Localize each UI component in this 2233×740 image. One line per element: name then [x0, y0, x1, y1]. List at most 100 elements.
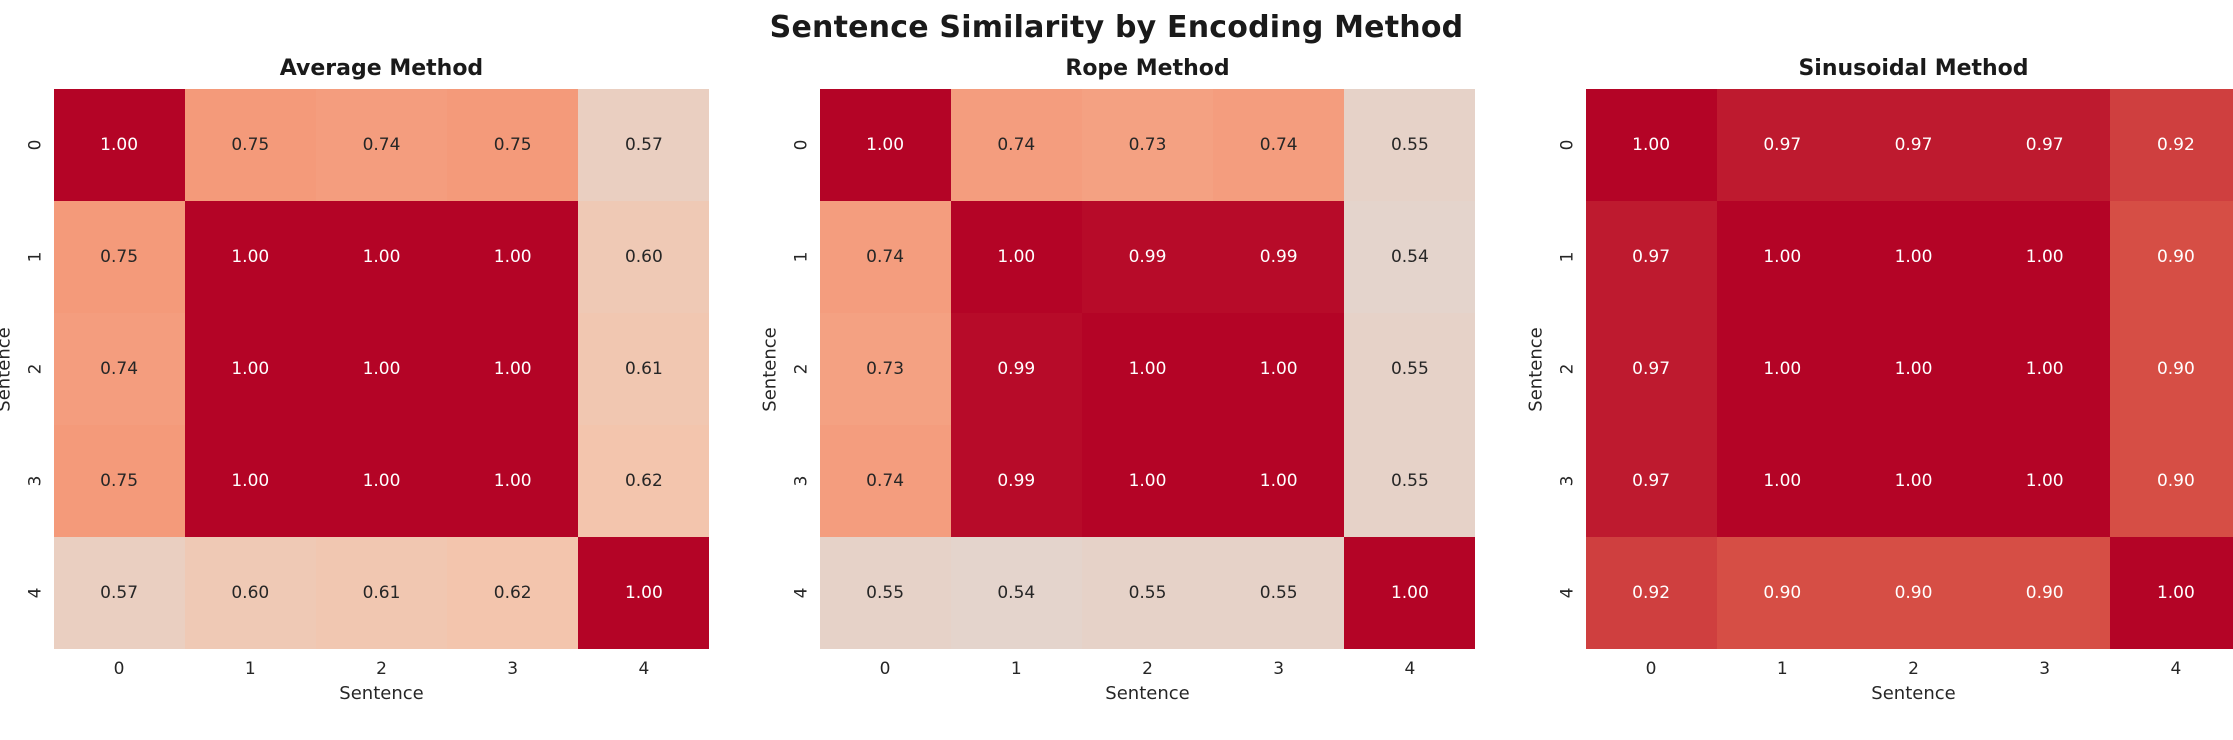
heatmap-cell: 0.55	[1344, 89, 1476, 201]
x-tick-label: 3	[2039, 659, 2051, 679]
heatmap-cell: 0.90	[2110, 313, 2233, 425]
x-tick-label: 1	[244, 659, 256, 679]
x-tick-label: 0	[113, 659, 125, 679]
heatmap-cell: 1.00	[315, 313, 448, 425]
x-axis-label: Sentence	[1105, 683, 1190, 704]
heatmap-cell: 1.00	[819, 89, 951, 201]
y-tick-label: 0	[25, 139, 46, 151]
heatmap-cell: 1.00	[1979, 313, 2111, 425]
heatmap-cell: 1.00	[1847, 313, 1980, 425]
heatmap-cell: 0.97	[1979, 89, 2111, 201]
x-tick-label: 3	[1273, 659, 1285, 679]
heatmap-cell: 0.74	[1213, 89, 1345, 201]
heatmap-cell: 0.90	[1979, 537, 2111, 649]
y-tick-label: 4	[791, 587, 812, 599]
heatmap-cell: 0.75	[53, 201, 185, 313]
x-tick-label: 2	[1908, 659, 1919, 679]
y-tick-label: 3	[791, 475, 812, 487]
y-tick-label: 1	[791, 251, 812, 263]
heatmap-cell: 1.00	[1716, 313, 1848, 425]
y-tick-labels: 0 1 2 3 4	[18, 89, 54, 649]
heatmap-cell: 0.92	[1585, 537, 1717, 649]
heatmap-cell: 1.00	[53, 89, 185, 201]
heatmap-cell: 1.00	[1585, 89, 1717, 201]
y-tick-labels: 0 1 2 3 4	[784, 89, 820, 649]
x-tick-label: 2	[1142, 659, 1153, 679]
heatmap-cell: 1.00	[447, 201, 579, 313]
heatmap-cell: 0.73	[1081, 89, 1214, 201]
y-tick-label: 3	[1557, 475, 1578, 487]
heatmap-cell: 1.00	[315, 201, 448, 313]
heatmap-cell: 0.55	[1344, 313, 1476, 425]
x-tick-labels: 0 1 2 3 4	[54, 649, 710, 681]
x-axis-label: Sentence	[339, 683, 424, 704]
heatmap-cell: 1.00	[1081, 425, 1214, 537]
heatmap-cell: 0.90	[2110, 425, 2233, 537]
heatmap-cell: 0.57	[53, 537, 185, 649]
y-axis-label: Sentence	[758, 89, 784, 649]
heatmap-cell: 1.00	[1716, 425, 1848, 537]
heatmap-cell: 0.74	[53, 313, 185, 425]
x-tick-labels: 0 1 2 3 4	[820, 649, 1476, 681]
heatmap-cell: 0.75	[53, 425, 185, 537]
heatmap-cell: 0.54	[950, 537, 1082, 649]
heatmap-cell: 0.61	[578, 313, 710, 425]
heatmap-cell: 0.55	[1213, 537, 1345, 649]
heatmap-cell: 0.97	[1716, 89, 1848, 201]
heatmap-cell: 0.97	[1585, 201, 1717, 313]
heatmap-cell: 1.00	[1344, 537, 1476, 649]
heatmap-cell: 0.99	[950, 425, 1082, 537]
y-axis-label-text: Sentence	[0, 326, 16, 412]
heatmap-cell: 0.62	[447, 537, 579, 649]
x-tick-label: 0	[879, 659, 891, 679]
x-tick-label: 4	[1404, 659, 1416, 679]
y-tick-label: 2	[1557, 363, 1578, 375]
heatmap-cell: 1.00	[1213, 313, 1345, 425]
heatmap-cell: 0.75	[447, 89, 579, 201]
heatmap-cell: 1.00	[1847, 201, 1980, 313]
y-tick-label: 2	[25, 363, 46, 375]
y-tick-label: 2	[791, 363, 812, 375]
heatmap-cell: 1.00	[1716, 201, 1848, 313]
subplot-title: Rope Method	[1065, 56, 1230, 81]
heatmap-cell: 1.00	[447, 425, 579, 537]
heatmap-grid: 1.00 0.97 0.97 0.97 0.92 0.97 1.00 1.00 1.00 0.90…	[1585, 89, 2233, 649]
heatmap-cell: 0.57	[578, 89, 710, 201]
heatmap-cell: 0.60	[184, 537, 316, 649]
heatmap-cell: 0.74	[950, 89, 1082, 201]
heatmap-cell: 0.90	[1847, 537, 1980, 649]
heatmap-cell: 1.00	[1847, 425, 1980, 537]
heatmap-cell: 1.00	[1979, 425, 2111, 537]
heatmap-cell: 0.55	[1344, 425, 1476, 537]
heatmap-cell: 0.99	[1213, 201, 1345, 313]
heatmap-cell: 0.92	[2110, 89, 2233, 201]
heatmap-cell: 1.00	[1979, 201, 2111, 313]
heatmap-cell: 0.55	[1081, 537, 1214, 649]
y-axis-label: Sentence	[0, 89, 18, 649]
heatmap-cell: 0.60	[578, 201, 710, 313]
x-tick-label: 4	[2170, 659, 2182, 679]
y-tick-label: 3	[25, 475, 46, 487]
heatmap-cell: 0.55	[819, 537, 951, 649]
y-axis-label-text: Sentence	[760, 326, 782, 412]
heatmap-cell: 0.97	[1847, 89, 1980, 201]
heatmap-cell: 0.97	[1585, 313, 1717, 425]
heatmap-cell: 1.00	[447, 313, 579, 425]
heatmap-cell: 0.61	[315, 537, 448, 649]
subplot-title: Sinusoidal Method	[1798, 56, 2029, 81]
heatmap-cell: 0.90	[1716, 537, 1848, 649]
heatmap-cell: 1.00	[2110, 537, 2233, 649]
x-tick-label: 1	[1776, 659, 1788, 679]
heatmap-cell: 0.97	[1585, 425, 1717, 537]
x-tick-label: 2	[376, 659, 387, 679]
heatmap-cell: 1.00	[315, 425, 448, 537]
y-axis-label: Sentence	[1524, 89, 1550, 649]
heatmap-cell: 0.73	[819, 313, 951, 425]
y-tick-label: 1	[25, 251, 46, 263]
heatmap-cell: 1.00	[184, 425, 316, 537]
x-tick-label: 3	[507, 659, 519, 679]
heatmap-cell: 0.74	[819, 201, 951, 313]
